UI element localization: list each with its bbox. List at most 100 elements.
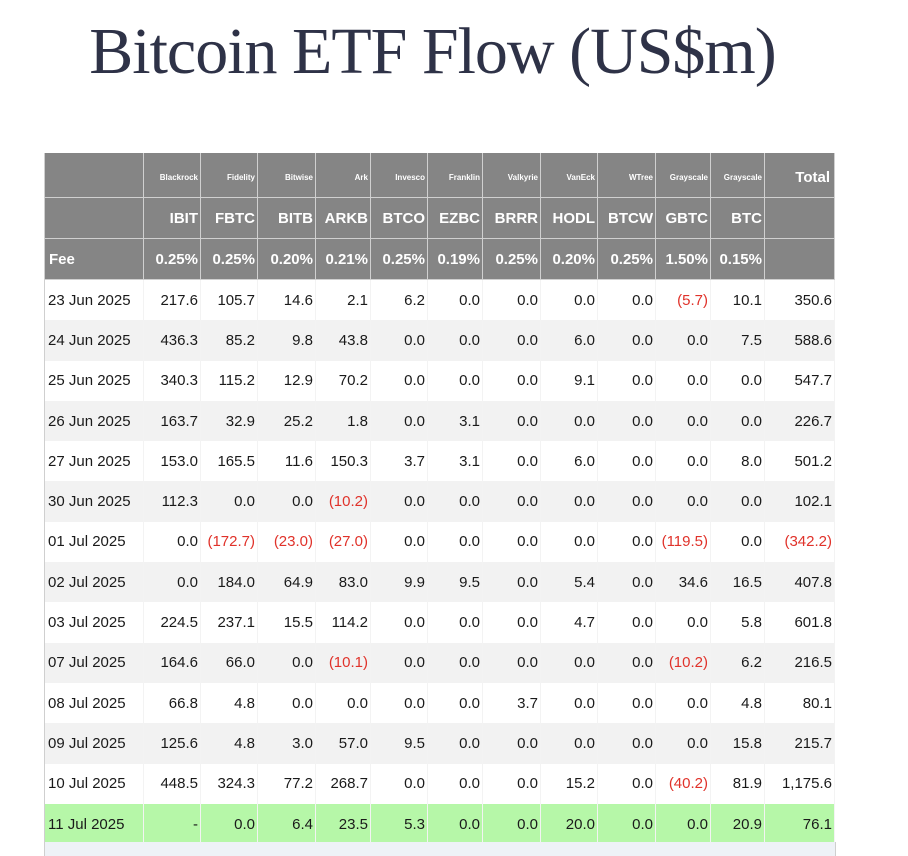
flow-value-cell: -	[143, 803, 201, 845]
flow-value-cell: 0.0	[540, 400, 598, 442]
flow-value-cell: 0.0	[597, 682, 656, 724]
row-total: 80.1	[764, 682, 835, 724]
flow-value-cell: 340.3	[143, 360, 201, 401]
fee-header-cell: 0.25%	[370, 238, 428, 280]
flow-value-cell: 0.0	[370, 521, 428, 563]
flow-value-cell: 0.0	[427, 803, 483, 845]
flow-value-cell: 0.0	[427, 320, 483, 361]
flow-value-cell: 0.0	[482, 441, 541, 482]
flow-value-cell: 0.0	[597, 723, 656, 764]
issuer-header-cell: Ark	[315, 153, 371, 198]
etf-flow-table: Blackrock Fidelity Bitwise Ark Invesco Frankl…	[44, 153, 835, 845]
flow-value-cell: 11.6	[257, 441, 316, 482]
issuer-header-cell: Invesco	[370, 153, 428, 198]
ticker-header-cell: BRRR	[482, 197, 541, 239]
ticker-header-cell: EZBC	[427, 197, 483, 239]
table-row: 07 Jul 2025 164.6 66.0 0.0 (10.1) 0.0 0.0 0.0 0.…	[44, 642, 835, 683]
table-row: 23 Jun 2025 217.6 105.7 14.6 2.1 6.2 0.0 0.0 0.0…	[44, 279, 835, 321]
flow-value-cell: 43.8	[315, 320, 371, 361]
table-row: 26 Jun 2025 163.7 32.9 25.2 1.8 0.0 3.1 0.0 0.0 0…	[44, 400, 835, 442]
flow-value-cell: 83.0	[315, 562, 371, 603]
row-total: 215.7	[764, 723, 835, 764]
issuer-header-cell	[44, 153, 144, 198]
table-row: 30 Jun 2025 112.3 0.0 0.0 (10.2) 0.0 0.0 0.0 0.0…	[44, 481, 835, 522]
row-total: 601.8	[764, 602, 835, 643]
ticker-header-cell: FBTC	[200, 197, 258, 239]
row-date: 03 Jul 2025	[44, 602, 144, 643]
flow-value-cell: 0.0	[655, 682, 711, 724]
flow-value-cell: 0.0	[710, 481, 765, 522]
flow-value-cell: 3.0	[257, 723, 316, 764]
flow-value-cell: 0.0	[655, 803, 711, 845]
flow-value-cell: 0.0	[257, 682, 316, 724]
row-date: 25 Jun 2025	[44, 360, 144, 401]
flow-value-cell: 0.0	[540, 279, 598, 321]
flow-value-cell: (23.0)	[257, 521, 316, 563]
row-date: 24 Jun 2025	[44, 320, 144, 361]
page-title: Bitcoin ETF Flow (US$m)	[89, 15, 777, 88]
row-date: 23 Jun 2025	[44, 279, 144, 321]
flow-value-cell: 5.8	[710, 602, 765, 643]
issuer-header-cell: Valkyrie	[482, 153, 541, 198]
flow-value-cell: 0.0	[482, 763, 541, 804]
flow-value-cell: 0.0	[370, 763, 428, 804]
table-row: 25 Jun 2025 340.3 115.2 12.9 70.2 0.0 0.0 0.0 9.…	[44, 360, 835, 401]
flow-value-cell: 7.5	[710, 320, 765, 361]
flow-value-cell: 153.0	[143, 441, 201, 482]
flow-value-cell: 163.7	[143, 400, 201, 442]
flow-value-cell: 5.4	[540, 562, 598, 603]
flow-value-cell: 0.0	[597, 803, 656, 845]
flow-value-cell: 3.7	[482, 682, 541, 724]
ticker-header-cell: BTC	[710, 197, 765, 239]
flow-value-cell: 23.5	[315, 803, 371, 845]
flow-value-cell: 6.2	[710, 642, 765, 683]
flow-value-cell: 4.7	[540, 602, 598, 643]
flow-value-cell: 0.0	[655, 441, 711, 482]
row-date: 26 Jun 2025	[44, 400, 144, 442]
flow-value-cell: 14.6	[257, 279, 316, 321]
flow-value-cell: 85.2	[200, 320, 258, 361]
flow-value-cell: 324.3	[200, 763, 258, 804]
flow-value-cell: 0.0	[427, 481, 483, 522]
fee-header-cell: 0.20%	[257, 238, 316, 280]
flow-value-cell: 0.0	[370, 602, 428, 643]
ticker-header-cell	[44, 197, 144, 239]
flow-value-cell: 0.0	[655, 481, 711, 522]
flow-value-cell: 15.2	[540, 763, 598, 804]
row-total: 102.1	[764, 481, 835, 522]
flow-value-cell: 32.9	[200, 400, 258, 442]
flow-value-cell: 0.0	[427, 521, 483, 563]
flow-value-cell: 0.0	[370, 400, 428, 442]
flow-value-cell: 0.0	[370, 642, 428, 683]
flow-value-cell: 25.2	[257, 400, 316, 442]
table-row: 08 Jul 2025 66.8 4.8 0.0 0.0 0.0 0.0 3.7 0.0 0.0 0…	[44, 682, 835, 724]
table-row: 09 Jul 2025 125.6 4.8 3.0 57.0 9.5 0.0 0.0 0.0 0.…	[44, 723, 835, 764]
flow-value-cell: 9.8	[257, 320, 316, 361]
table-row: 10 Jul 2025 448.5 324.3 77.2 268.7 0.0 0.0 0.0 1…	[44, 763, 835, 804]
ticker-header-cell: BITB	[257, 197, 316, 239]
flow-value-cell: 0.0	[482, 642, 541, 683]
flow-value-cell: 0.0	[540, 682, 598, 724]
flow-value-cell: (10.1)	[315, 642, 371, 683]
flow-value-cell: 77.2	[257, 763, 316, 804]
flow-value-cell: 0.0	[257, 481, 316, 522]
fee-header-cell: 0.15%	[710, 238, 765, 280]
flow-value-cell: (27.0)	[315, 521, 371, 563]
fee-header-cell: 0.25%	[200, 238, 258, 280]
flow-value-cell: (40.2)	[655, 763, 711, 804]
row-total: 588.6	[764, 320, 835, 361]
flow-value-cell: 114.2	[315, 602, 371, 643]
flow-value-cell: 0.0	[655, 320, 711, 361]
flow-value-cell: 9.5	[370, 723, 428, 764]
flow-value-cell: 0.0	[597, 441, 656, 482]
flow-value-cell: 0.0	[370, 320, 428, 361]
flow-value-cell: 150.3	[315, 441, 371, 482]
flow-value-cell: 20.0	[540, 803, 598, 845]
issuer-header-cell: VanEck	[540, 153, 598, 198]
flow-value-cell: 3.1	[427, 441, 483, 482]
flow-value-cell: 1.8	[315, 400, 371, 442]
fee-header-row: Fee 0.25% 0.25% 0.20% 0.21% 0.25% 0.19% 0.25% 0.…	[44, 238, 835, 280]
flow-value-cell: 0.0	[482, 481, 541, 522]
ticker-header-cell: IBIT	[143, 197, 201, 239]
issuer-header-cell: Grayscale	[655, 153, 711, 198]
